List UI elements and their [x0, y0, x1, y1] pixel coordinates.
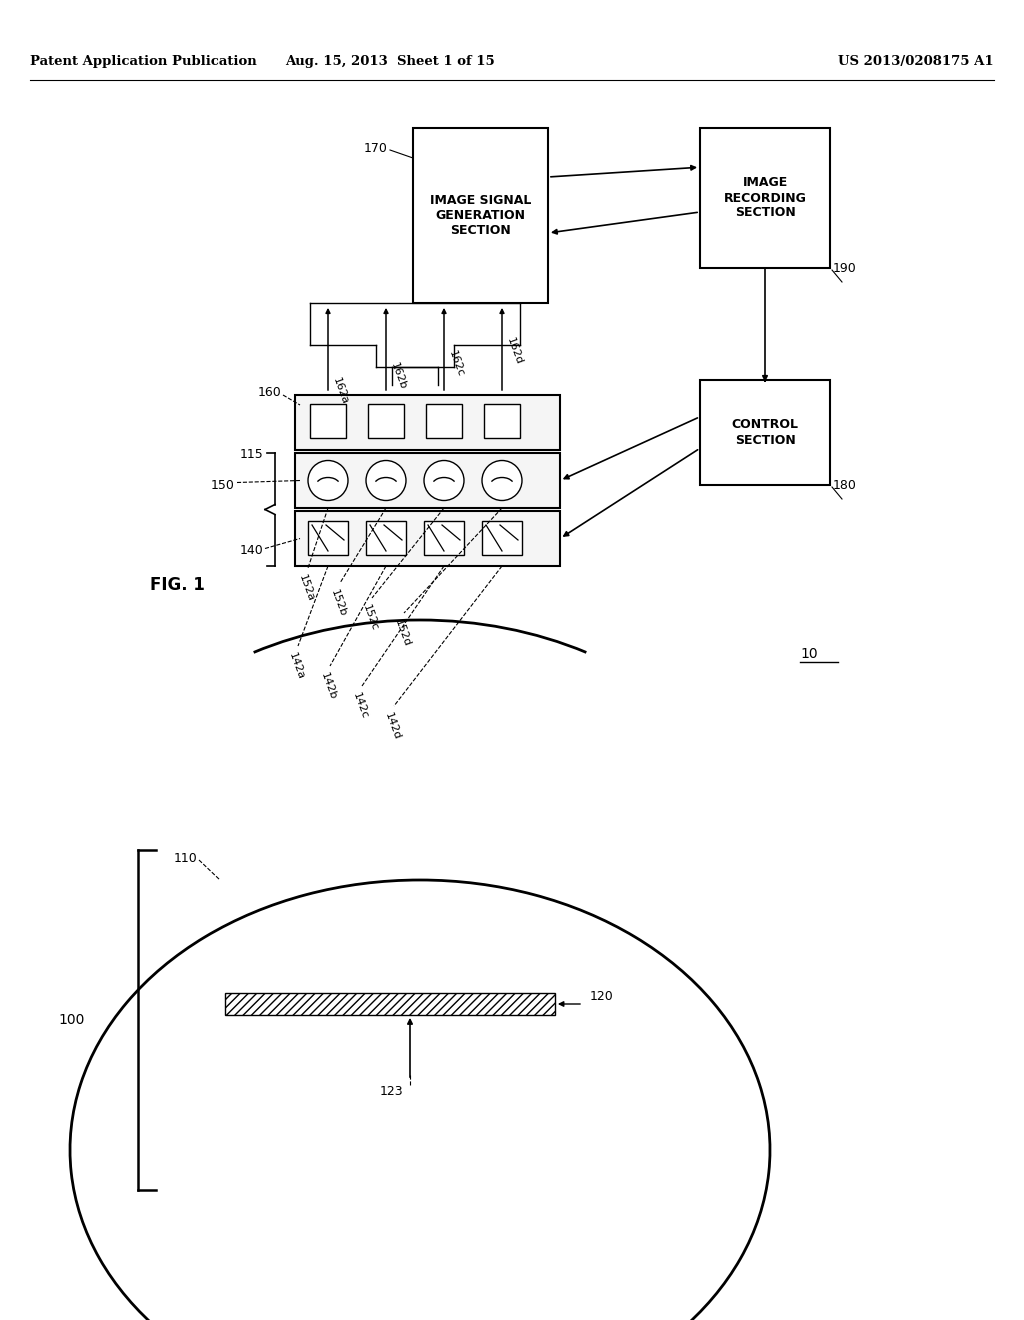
- Text: FIG. 1: FIG. 1: [150, 576, 205, 594]
- Text: 120: 120: [590, 990, 613, 1002]
- Bar: [310, 404, 346, 438]
- Text: 160: 160: [257, 387, 281, 400]
- Text: CONTROL
SECTION: CONTROL SECTION: [731, 418, 799, 446]
- Text: 180: 180: [833, 479, 857, 492]
- Text: 162c: 162c: [447, 350, 466, 379]
- Bar: [366, 521, 406, 554]
- Circle shape: [482, 461, 522, 500]
- Bar: [295, 453, 560, 508]
- Bar: [295, 395, 560, 450]
- Text: Patent Application Publication: Patent Application Publication: [30, 55, 257, 69]
- Bar: [426, 404, 462, 438]
- Text: 162d: 162d: [505, 337, 524, 367]
- Text: IMAGE
RECORDING
SECTION: IMAGE RECORDING SECTION: [724, 177, 807, 219]
- Text: 162a: 162a: [331, 376, 350, 407]
- Text: 162b: 162b: [389, 362, 408, 392]
- Bar: [700, 380, 830, 484]
- Bar: [368, 404, 404, 438]
- Circle shape: [366, 461, 406, 500]
- Text: 152d: 152d: [392, 618, 412, 648]
- Bar: [295, 511, 560, 566]
- Text: 142b: 142b: [318, 671, 338, 701]
- Bar: [484, 404, 520, 438]
- Text: US 2013/0208175 A1: US 2013/0208175 A1: [839, 55, 994, 69]
- Text: 100: 100: [58, 1012, 85, 1027]
- Text: 142c: 142c: [350, 690, 370, 721]
- Text: 115: 115: [240, 447, 263, 461]
- Text: 142a: 142a: [287, 651, 305, 681]
- Text: 123: 123: [380, 1085, 403, 1098]
- Bar: [225, 993, 555, 1015]
- Bar: [413, 128, 548, 304]
- Circle shape: [308, 461, 348, 500]
- Text: 142d: 142d: [383, 711, 401, 741]
- Bar: [482, 521, 522, 554]
- Circle shape: [424, 461, 464, 500]
- Bar: [424, 521, 464, 554]
- Text: 190: 190: [833, 261, 857, 275]
- Text: IMAGE SIGNAL
GENERATION
SECTION: IMAGE SIGNAL GENERATION SECTION: [430, 194, 531, 238]
- Text: 152b: 152b: [329, 587, 347, 618]
- Text: 140: 140: [240, 544, 263, 557]
- Text: 152a: 152a: [297, 573, 315, 603]
- Text: 150: 150: [211, 479, 234, 492]
- Text: 10: 10: [800, 647, 817, 661]
- Bar: [700, 128, 830, 268]
- Text: 170: 170: [365, 141, 388, 154]
- Bar: [308, 521, 348, 554]
- Text: 152c: 152c: [360, 603, 379, 632]
- Text: 110: 110: [173, 851, 197, 865]
- Text: Aug. 15, 2013  Sheet 1 of 15: Aug. 15, 2013 Sheet 1 of 15: [285, 55, 495, 69]
- Bar: [225, 993, 555, 1015]
